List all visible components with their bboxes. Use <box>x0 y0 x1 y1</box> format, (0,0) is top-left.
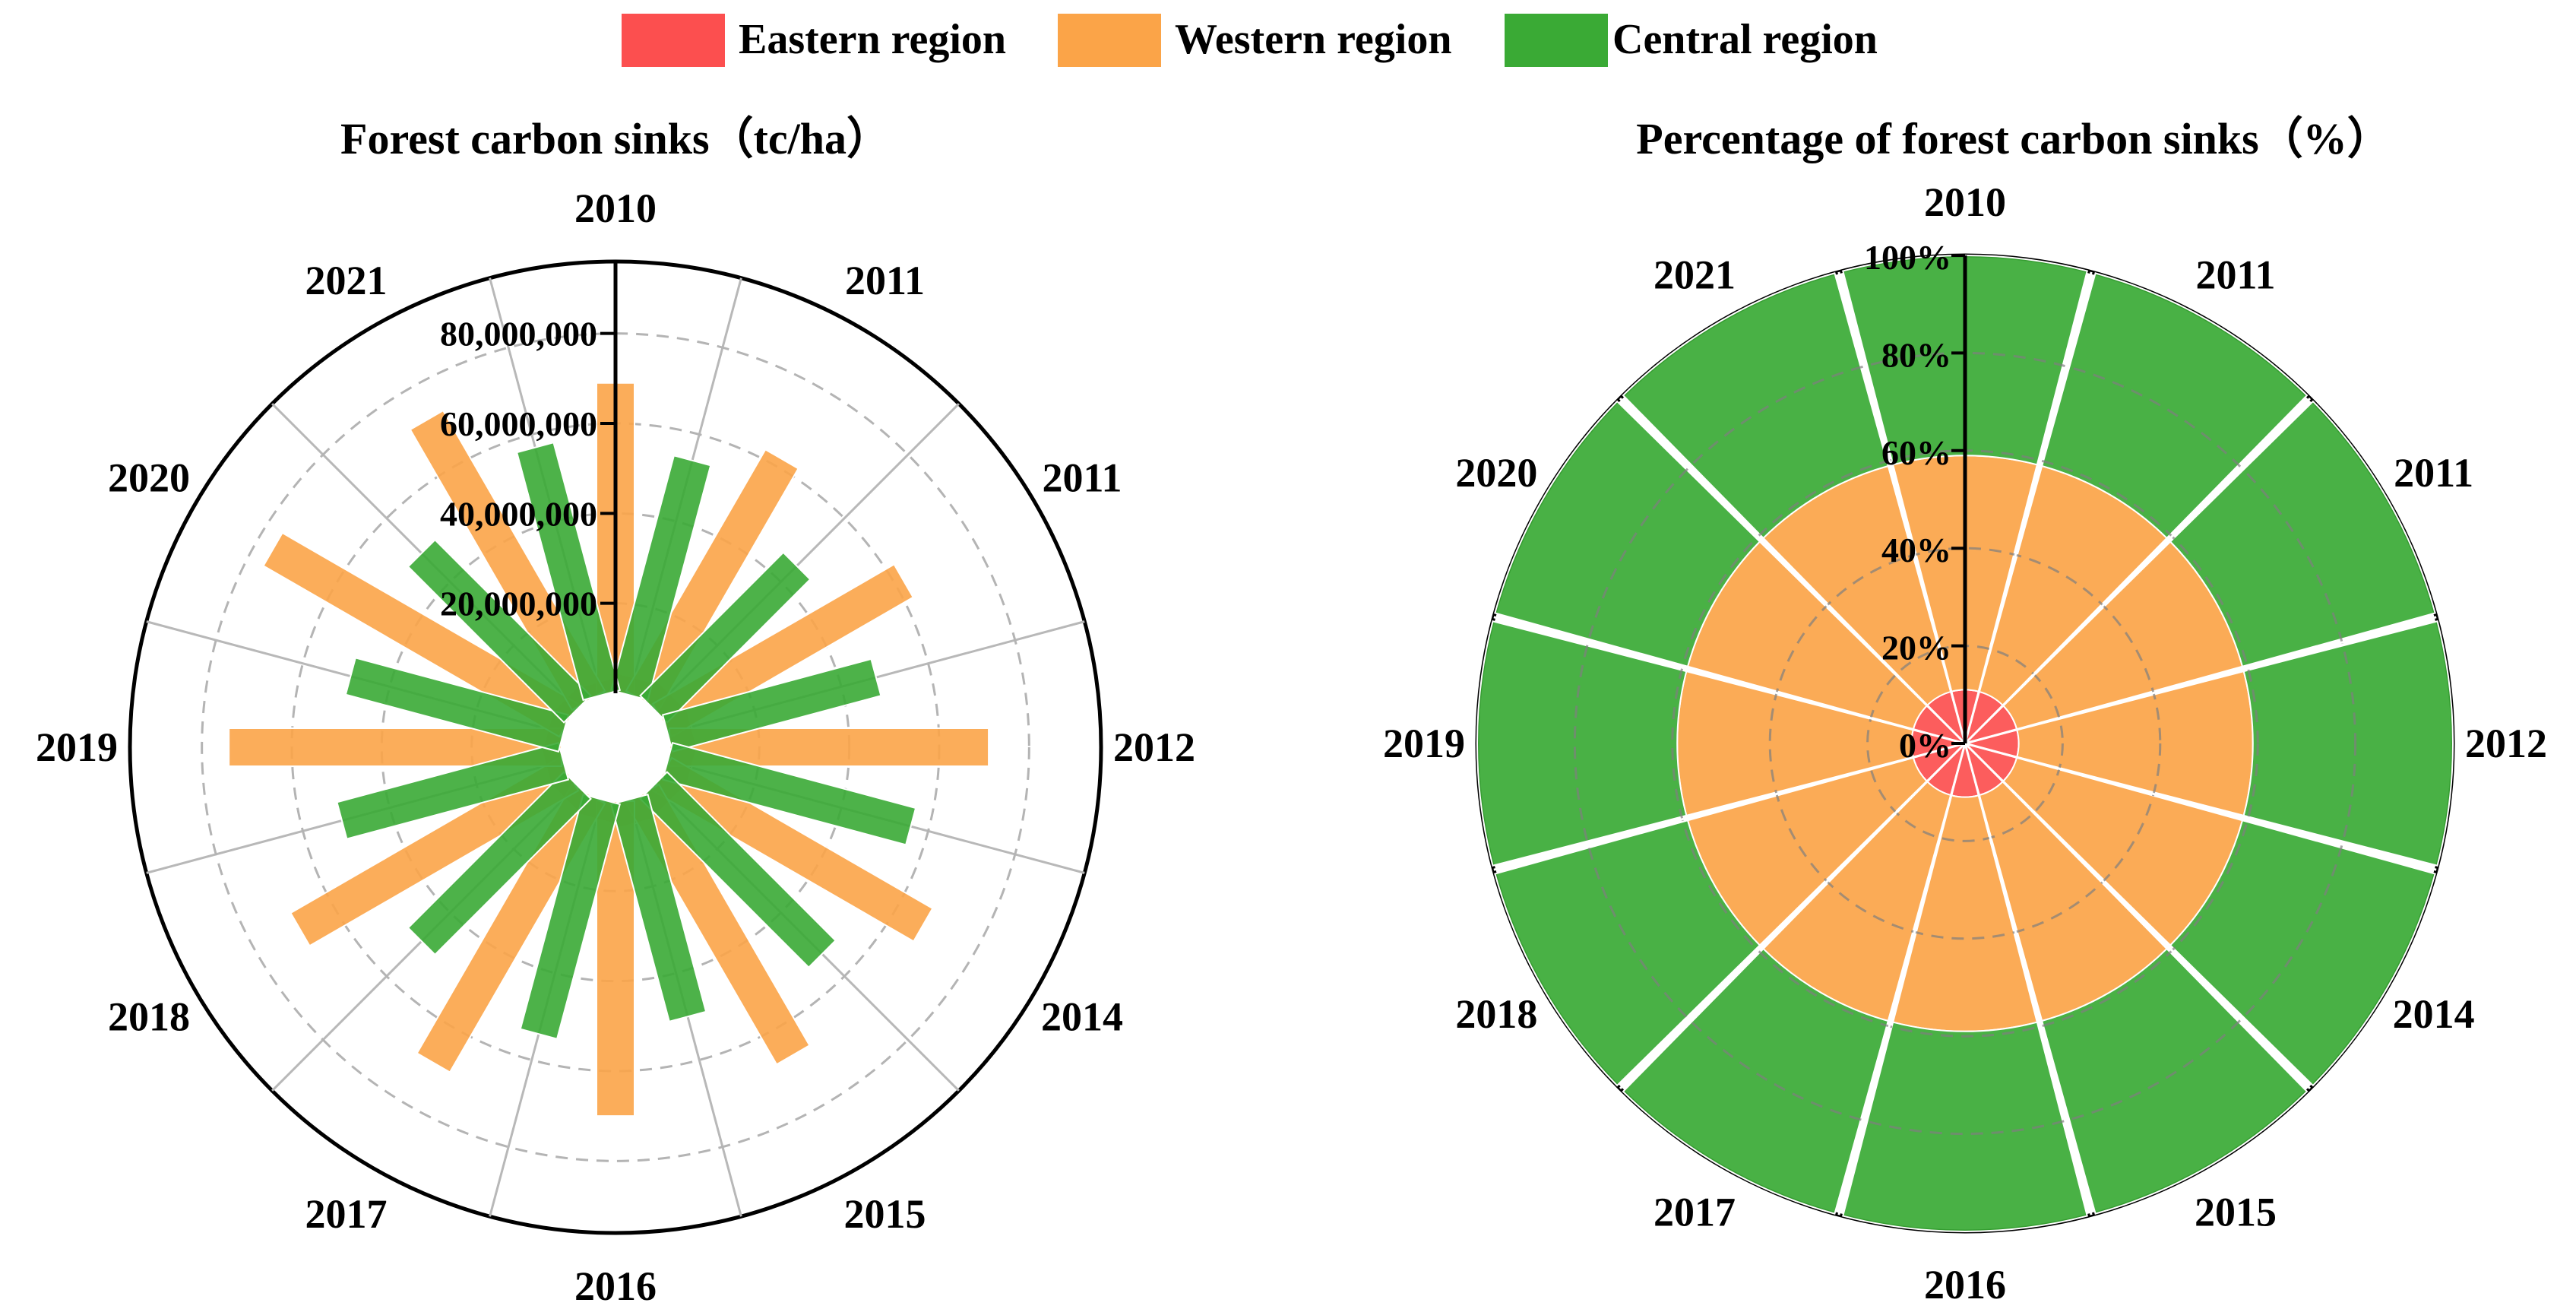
category-label: 2015 <box>844 1191 926 1237</box>
category-label: 2011 <box>845 258 925 303</box>
legend-swatch <box>622 14 725 67</box>
category-label: 2010 <box>574 185 657 231</box>
category-label: 2018 <box>108 994 190 1040</box>
radial-tick-label: 60,000,000 <box>440 404 597 443</box>
legend-label: Central region <box>1612 16 1878 63</box>
category-label: 2016 <box>574 1263 657 1309</box>
radial-grid-line <box>1964 742 2312 1090</box>
legend: Eastern region Western region Central regi… <box>622 14 1878 67</box>
sector <box>1622 272 1890 540</box>
grid-circle <box>1573 351 2357 1136</box>
chart-title: Forest carbon sinks（tc/ha） <box>340 114 891 163</box>
grid-circle <box>201 332 1030 1162</box>
bar <box>661 658 882 753</box>
category-label: 2011 <box>1042 455 1122 501</box>
forest-carbon-sinks-chart: Forest carbon sinks（tc/ha） 20,000,000 40,… <box>36 114 1195 1309</box>
category-label: 2014 <box>1041 994 1123 1040</box>
radial-tick-label: 40,000,000 <box>440 494 597 533</box>
category-label: 2018 <box>1455 991 1537 1037</box>
radial-tick-label: 60% <box>1881 433 1951 472</box>
radial-tick-label: 100% <box>1864 238 1951 277</box>
chart-title: Percentage of forest carbon sinks（%） <box>1636 114 2391 163</box>
radial-grid-line <box>1619 742 1967 1090</box>
legend-label: Eastern region <box>739 16 1006 63</box>
bar <box>610 455 712 702</box>
sector <box>2242 620 2454 867</box>
bar <box>639 551 812 724</box>
radial-grid-line <box>1837 743 1967 1216</box>
radial-grid-line <box>1964 397 2312 745</box>
radial-tick-label: 20,000,000 <box>440 585 597 623</box>
bar <box>661 742 917 846</box>
radial-grid-line <box>1964 271 2093 744</box>
category-label: 2020 <box>108 455 190 501</box>
category-label: 2016 <box>1924 1262 2006 1307</box>
center-hole <box>562 693 669 801</box>
radial-grid-line <box>1964 743 2093 1216</box>
radial-grid-line <box>1837 271 1967 744</box>
category-label: 2017 <box>305 1191 388 1237</box>
sector <box>2169 400 2436 668</box>
category-label: 2015 <box>2195 1190 2277 1235</box>
category-label: 2011 <box>2394 450 2473 496</box>
category-label: 2010 <box>1924 179 2006 225</box>
bar <box>610 793 707 1023</box>
radial-grid-line <box>1493 616 1966 745</box>
sector <box>1494 400 1761 668</box>
category-label: 2021 <box>305 258 388 303</box>
grid-circle <box>1768 547 2162 940</box>
category-label: 2011 <box>2195 252 2275 297</box>
radial-tick-label: 80% <box>1881 335 1951 374</box>
category-label: 2012 <box>1113 724 1195 770</box>
percentage-forest-carbon-sinks-chart: Percentage of forest carbon sinks（%） 0% 2… <box>1383 114 2547 1307</box>
radial-tick-label: 20% <box>1881 629 1951 667</box>
legend-swatch <box>1058 14 1161 67</box>
bar <box>519 793 621 1040</box>
radial-grid-line <box>1493 742 1966 871</box>
category-label: 2017 <box>1654 1190 1736 1235</box>
sector <box>1842 1021 2088 1232</box>
category-label: 2012 <box>2465 721 2547 766</box>
sector <box>2169 819 2436 1087</box>
bar <box>407 538 592 724</box>
bar <box>336 742 570 840</box>
sector <box>1494 819 1761 1087</box>
category-label: 2019 <box>1383 721 1465 766</box>
sector <box>1476 620 1688 867</box>
category-label: 2014 <box>2393 991 2475 1037</box>
bar <box>515 441 621 702</box>
radial-tick-label: 80,000,000 <box>440 315 597 353</box>
bar <box>407 771 592 956</box>
category-label: 2020 <box>1455 450 1537 496</box>
sector <box>2040 272 2309 540</box>
radial-grid-line <box>1619 397 1967 745</box>
radial-tick-label: 40% <box>1881 531 1951 569</box>
sector <box>1622 947 1890 1215</box>
legend-label: Western region <box>1175 16 1451 63</box>
radial-grid-line <box>1964 616 2437 745</box>
radial-tick-label: 0% <box>1899 726 1951 765</box>
category-label: 2019 <box>36 724 118 770</box>
bar <box>639 771 837 969</box>
category-label: 2021 <box>1654 252 1736 297</box>
radial-grid-line <box>1964 742 2437 871</box>
bar <box>344 657 570 753</box>
sector <box>2040 947 2309 1215</box>
legend-swatch <box>1505 14 1608 67</box>
